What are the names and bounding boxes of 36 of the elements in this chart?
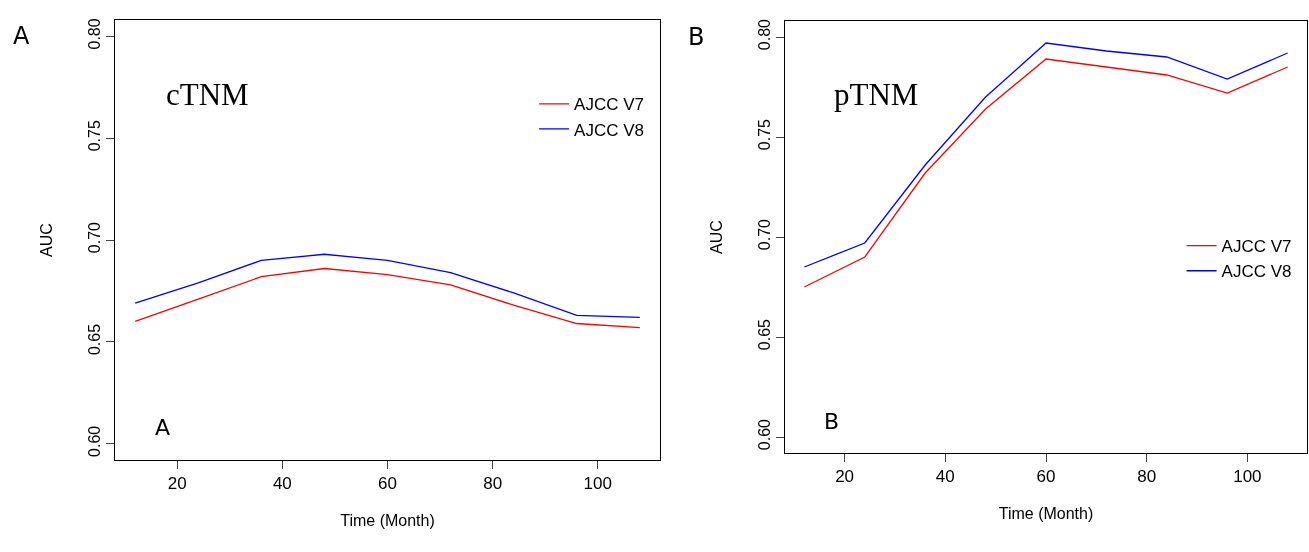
x-axis-title: Time (Month) bbox=[340, 512, 435, 530]
y-tick-label: 0.75 bbox=[755, 118, 773, 151]
x-tick-label: 20 bbox=[835, 467, 855, 487]
annotation: B bbox=[824, 409, 840, 434]
x-tick-label: 40 bbox=[935, 467, 955, 487]
y-tick-label: 0.75 bbox=[85, 120, 103, 152]
x-axis-title: Time (Month) bbox=[998, 505, 1094, 523]
legend-label: AJCC V7 bbox=[574, 95, 645, 115]
line-series bbox=[134, 253, 641, 319]
x-tick-label: 100 bbox=[1233, 467, 1262, 487]
y-axis-title: AUC bbox=[708, 220, 726, 254]
x-tick-label: 80 bbox=[483, 474, 503, 494]
y-tick-label: 0.70 bbox=[85, 221, 103, 254]
y-tick-label: 0.80 bbox=[755, 18, 773, 51]
legend-label: AJCC V7 bbox=[1221, 237, 1292, 257]
y-tick-label: 0.65 bbox=[85, 323, 103, 356]
legend-label: AJCC V8 bbox=[574, 120, 645, 140]
y-axis-title: AUC bbox=[38, 223, 56, 257]
x-tick-label: 20 bbox=[167, 474, 187, 494]
x-tick-label: 80 bbox=[1137, 467, 1157, 487]
y-tick-label: 0.80 bbox=[85, 18, 103, 50]
x-tick-label: 40 bbox=[272, 474, 292, 494]
x-tick-label: 60 bbox=[1036, 467, 1056, 487]
y-tick-label: 0.60 bbox=[755, 418, 773, 451]
line-series bbox=[134, 267, 641, 329]
annotation: cTNM bbox=[166, 77, 249, 112]
x-tick-label: 100 bbox=[583, 474, 612, 494]
annotation: pTNM bbox=[834, 77, 919, 112]
text: A bbox=[13, 22, 30, 50]
annotation: A bbox=[155, 415, 171, 440]
legend-label: AJCC V8 bbox=[1221, 262, 1292, 282]
y-tick-label: 0.65 bbox=[755, 318, 773, 351]
x-tick-label: 60 bbox=[378, 474, 397, 494]
text: B bbox=[688, 23, 705, 51]
y-tick-label: 0.70 bbox=[755, 218, 773, 251]
y-tick-label: 0.60 bbox=[85, 425, 103, 457]
